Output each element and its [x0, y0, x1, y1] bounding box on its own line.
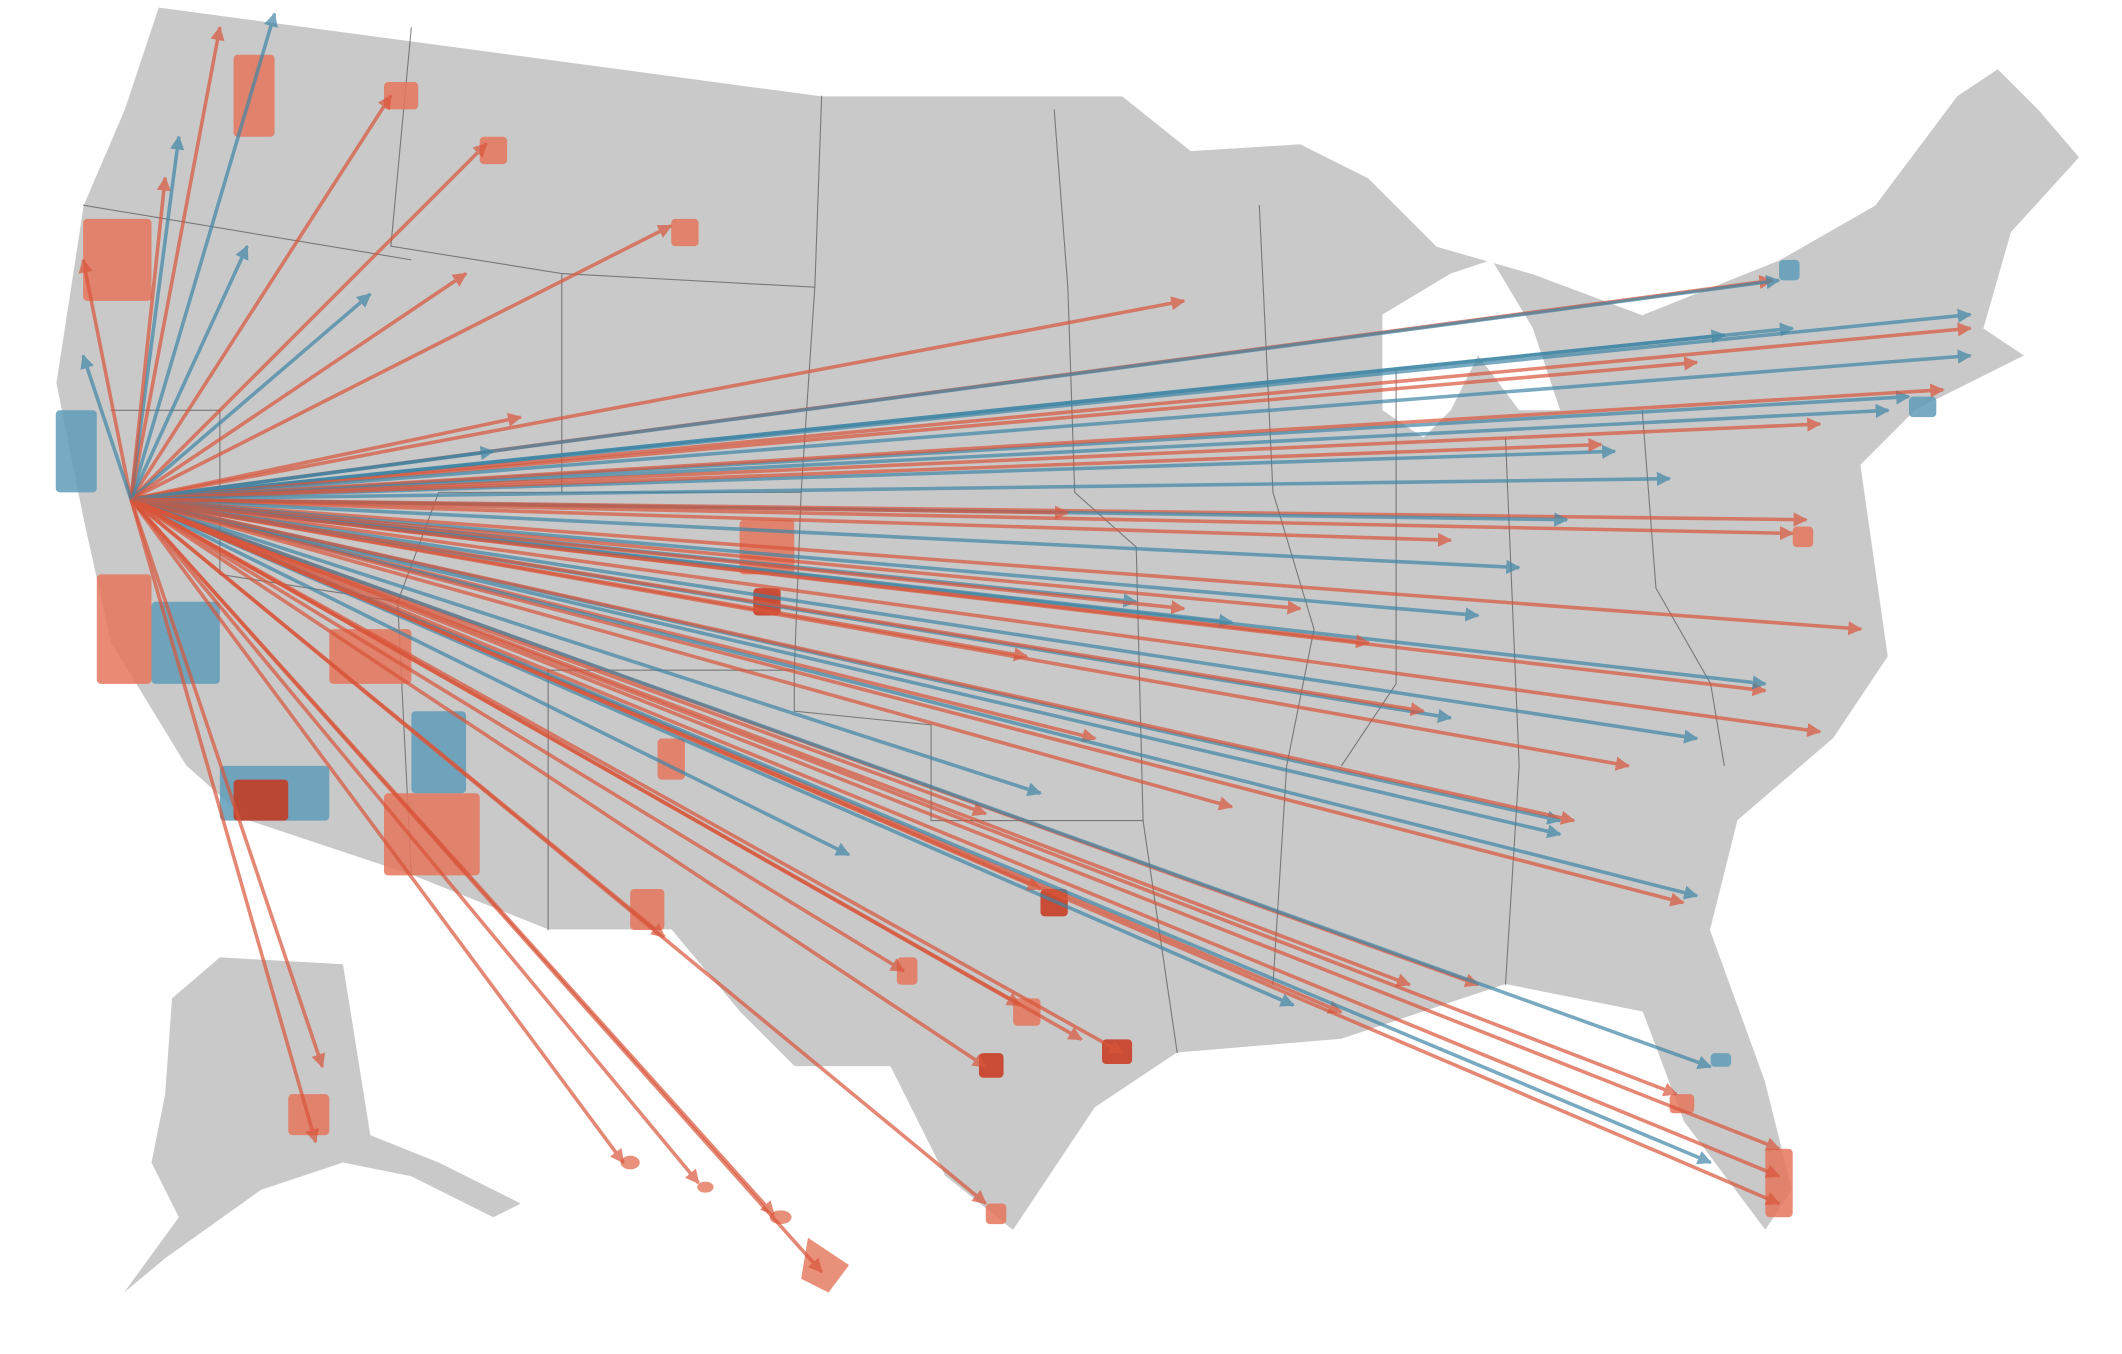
counties	[55, 54, 1937, 1225]
migration-arrow	[130, 497, 1425, 717]
migration-arrow	[78, 258, 133, 500]
migration-arrow	[130, 356, 1699, 501]
migration-arrow	[130, 497, 1630, 771]
county	[83, 218, 152, 301]
great-lakes	[1382, 259, 1561, 438]
migration-arrow	[130, 497, 1022, 1007]
county	[233, 779, 289, 821]
county	[233, 54, 275, 137]
migration-arrow	[130, 497, 1712, 1070]
migration-arrow	[130, 497, 1042, 797]
migration-arrow	[129, 176, 171, 500]
migration-arrow	[129, 25, 225, 500]
migration-arrow	[130, 497, 1453, 547]
migration-arrow	[130, 497, 1863, 636]
migration-arrow	[130, 497, 1521, 575]
county	[1908, 396, 1937, 418]
county	[1765, 1148, 1793, 1218]
us-mainland	[55, 6, 2081, 1233]
migration-arrow	[130, 497, 1234, 811]
county	[55, 410, 97, 493]
migration-arrow	[130, 497, 851, 857]
migration-arrow	[129, 292, 372, 501]
migration-arrow	[129, 142, 488, 501]
migration-arrow	[129, 498, 625, 1164]
county	[384, 82, 419, 110]
migration-arrow	[130, 497, 1678, 1097]
migration-arrow	[130, 497, 1562, 839]
migration-arrow	[129, 498, 823, 1274]
migration-arrow	[129, 498, 319, 1144]
migration-arrow	[130, 497, 1371, 649]
migration-arrow	[130, 497, 1822, 738]
arrows	[78, 12, 1972, 1274]
migration-arrow	[130, 437, 1603, 501]
migration-arrow	[130, 329, 1726, 501]
migration-arrow	[129, 244, 249, 500]
county	[479, 136, 508, 165]
county	[1710, 1053, 1732, 1067]
migration-arrow	[130, 296, 1186, 501]
migration-arrow	[129, 272, 468, 501]
migration-arrow	[130, 349, 1972, 501]
migration-arrow	[130, 497, 1699, 744]
migration-arrow	[130, 497, 1781, 1178]
migration-arrow	[130, 497, 1712, 1165]
migration-arrow	[130, 497, 1070, 520]
hawaii	[620, 1155, 850, 1293]
migration-arrow	[130, 497, 905, 973]
county	[96, 574, 152, 684]
migration-arrow	[129, 94, 393, 501]
migration-arrow	[129, 497, 666, 939]
migration-arrow	[130, 417, 1822, 501]
migration-arrow	[130, 471, 1672, 501]
migration-arrow	[130, 497, 1576, 825]
migration-arrow	[80, 354, 133, 500]
county	[671, 218, 699, 247]
migration-arrow	[130, 224, 673, 501]
migration-arrow	[130, 445, 495, 501]
migration-arrow	[130, 497, 1781, 1151]
migration-arrow	[129, 497, 987, 1069]
county	[1792, 526, 1814, 548]
migration-arrow	[129, 498, 700, 1185]
county	[985, 1203, 1007, 1225]
county	[1779, 259, 1800, 281]
migration-arrow	[130, 383, 1945, 501]
county	[151, 601, 220, 684]
county	[896, 957, 918, 985]
migration-arrow	[130, 412, 523, 501]
migration-arrow	[129, 12, 278, 500]
migration-arrow	[129, 498, 326, 1069]
migration-arrow	[130, 497, 1042, 891]
migration-arrow	[130, 497, 1685, 907]
